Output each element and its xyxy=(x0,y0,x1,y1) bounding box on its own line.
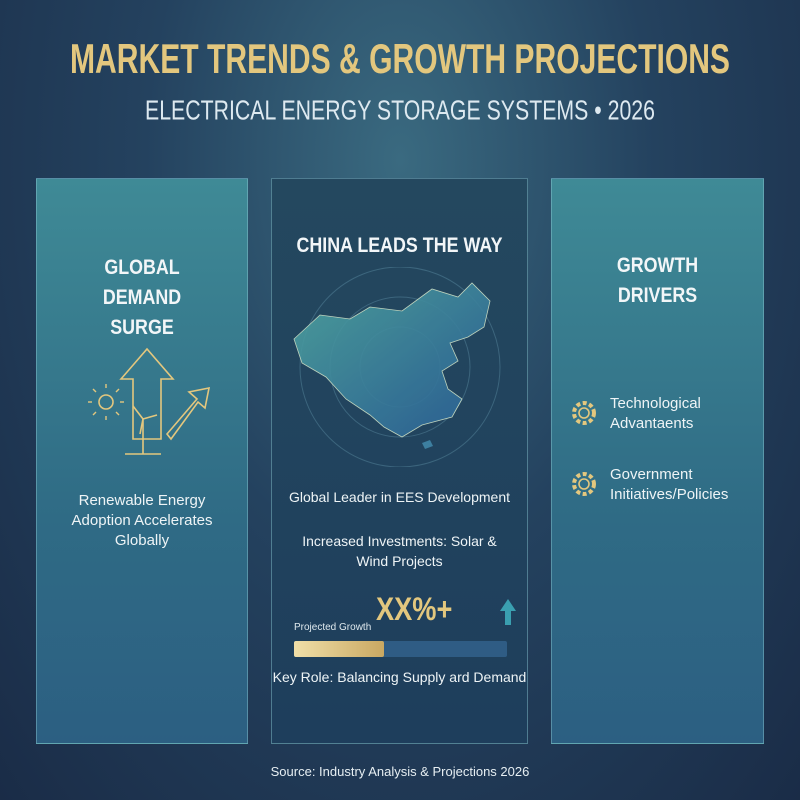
panel-drivers: GROWTH DRIVERS Technological Advantaents… xyxy=(551,178,764,744)
panel-demand: GLOBAL DEMAND SURGE Renewable Energy Ado… xyxy=(36,178,248,744)
source: Source: Industry Analysis & Projections … xyxy=(270,764,530,779)
key-role: Key Role: Balancing Supply ard Demand xyxy=(272,669,527,685)
header: MARKET TRENDS & GROWTH PROJECTIONS ELECT… xyxy=(70,35,730,125)
panel-title: GLOBAL DEMAND SURGE xyxy=(102,256,182,339)
point: Increased Investments: Solar & Wind Proj… xyxy=(302,533,497,569)
panel-china: CHINA LEADS THE WAY Global Leader in EES… xyxy=(271,178,528,744)
china-map xyxy=(293,267,501,467)
panel-text: Renewable Energy Adoption Accelerates Gl… xyxy=(71,492,213,549)
panel-title: GROWTH DRIVERS xyxy=(616,254,699,307)
point: Global Leader in EES Development xyxy=(288,489,511,505)
title: MARKET TRENDS & GROWTH PROJECTIONS xyxy=(70,35,730,82)
gear-icons xyxy=(572,401,596,496)
growth-value: XX%+ xyxy=(376,591,453,627)
subtitle: ELECTRICAL ENERGY STORAGE SYSTEMS • 2026 xyxy=(145,94,655,125)
demand-icon xyxy=(88,347,211,455)
progress-track xyxy=(294,641,507,657)
driver: Government Initiatives/Policies xyxy=(610,466,729,503)
progress-fill xyxy=(294,641,384,657)
driver: Technological Advantaents xyxy=(610,395,701,432)
up-arrow xyxy=(500,599,516,625)
panel-title: CHINA LEADS THE WAY xyxy=(296,234,503,257)
growth-label: Projected Growth xyxy=(294,622,372,633)
